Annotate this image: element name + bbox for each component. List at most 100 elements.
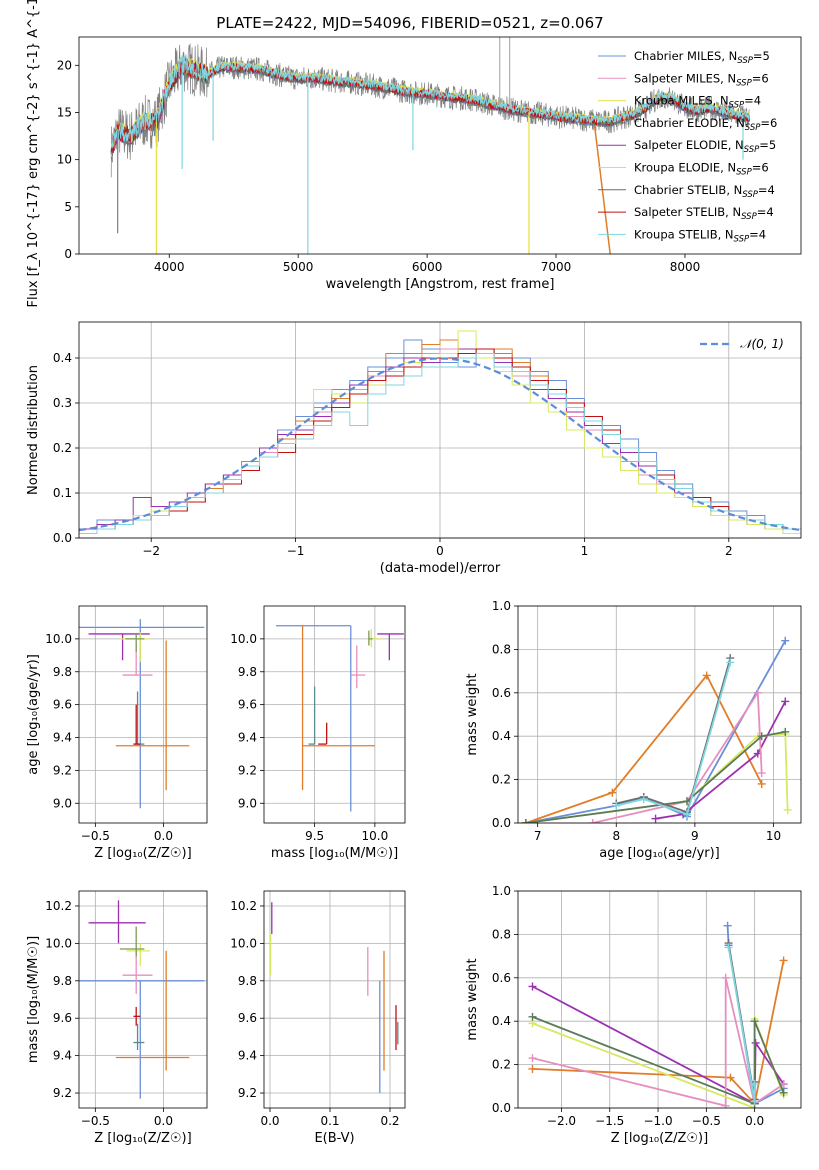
- legend-label: Chabrier ELODIE, NSSP=6: [634, 116, 777, 133]
- y-tick-label: 9.6: [53, 698, 72, 712]
- weight-marker: [588, 819, 597, 823]
- axes-frame: [263, 890, 406, 1109]
- x-axis-label: Z [log₁₀(Z/Z☉)]: [94, 846, 191, 861]
- error-bar: [126, 943, 150, 966]
- y-axis-label: Normed distribution: [26, 365, 41, 495]
- legend-label: Salpeter MILES, NSSP=6: [634, 71, 769, 88]
- legend: Chabrier MILES, NSSP=5 Salpeter MILES, NS…: [598, 49, 777, 244]
- y-tick-label: 0.6: [492, 971, 511, 985]
- weight-marker: [750, 1017, 759, 1026]
- weight-marker: [757, 779, 766, 788]
- y-tick-label: 9.0: [53, 796, 72, 810]
- error-bar: [119, 632, 150, 662]
- y-axis-label: mass weight: [465, 958, 480, 1040]
- error-bar: [122, 642, 153, 676]
- weight-marker: [757, 769, 766, 778]
- x-tick-label: 7000: [541, 260, 572, 274]
- y-tick-label: 9.4: [238, 731, 257, 745]
- weight-line: [592, 689, 763, 823]
- y-tick-label: 10.2: [230, 899, 257, 913]
- x-tick-label: 0: [436, 544, 444, 558]
- normal-curve: [79, 357, 801, 532]
- x-tick-label: 0.0: [260, 1114, 279, 1128]
- grid: [264, 606, 405, 823]
- x-tick-label: −0.5: [81, 1114, 110, 1128]
- grid: [79, 606, 207, 823]
- y-axis-label: Flux [f_λ 10^{-17} erg cm^{-2} s^{-1} A^…: [26, 0, 41, 307]
- telluric-drop: [593, 126, 611, 254]
- x-tick-label: 0.0: [745, 1114, 764, 1128]
- weight-marker: [753, 688, 762, 697]
- error-bar: [115, 950, 190, 1071]
- y-tick-label: 9.6: [53, 1011, 72, 1025]
- model-spectrum: [110, 54, 750, 149]
- error-bar: [133, 1006, 141, 1026]
- legend-label: Salpeter STELIB, NSSP=4: [634, 205, 774, 222]
- y-axis-label: mass weight: [465, 673, 480, 755]
- weight-marker: [779, 1088, 788, 1097]
- y-tick-label: 9.0: [238, 796, 257, 810]
- weight-line: [616, 662, 732, 816]
- error-bar: [133, 704, 141, 745]
- y-tick-label: 9.4: [238, 1049, 257, 1063]
- x-tick-label: −2: [142, 544, 160, 558]
- y-tick-label: 10.0: [230, 936, 257, 950]
- error-bar: [119, 926, 145, 957]
- x-axis-label: Z [log₁₀(Z/Z☉)]: [611, 1131, 708, 1146]
- y-tick-label: 0.8: [492, 927, 511, 941]
- legend-label: Kroupa STELIB, NSSP=4: [634, 227, 766, 244]
- weight-marker: [702, 671, 711, 680]
- y-tick-label: 9.2: [238, 763, 257, 777]
- y-tick-label: 9.8: [53, 974, 72, 988]
- x-tick-label: 0.2: [380, 1114, 399, 1128]
- y-tick-label: 9.4: [53, 1049, 72, 1063]
- x-tick-label: −1.0: [643, 1114, 672, 1128]
- weight-marker: [750, 1097, 759, 1106]
- y-tick-label: 9.8: [238, 974, 257, 988]
- x-tick-label: 5000: [283, 260, 314, 274]
- error-bar: [368, 630, 373, 646]
- weight-marker: [751, 1038, 760, 1047]
- weight-line: [532, 960, 785, 1106]
- chart-panel-1: −2 −1 0 1 2 0.0 0.1 0.2 0.3 0.4 (data-model)/error…: [26, 321, 802, 576]
- chart-title: PLATE=2422, MJD=54096, FIBERID=0521, z=0…: [216, 14, 603, 32]
- chart-panel-2: −0.5 0.0 9.0 9.2 9.4 9.6 9.8 10.0 Z [log₁₀(Z/Z☉)…: [26, 605, 208, 861]
- x-axis-label: Z [log₁₀(Z/Z☉)]: [94, 1131, 191, 1146]
- grid: [79, 891, 207, 1108]
- y-tick-label: 5: [64, 200, 72, 214]
- y-tick-label: 9.8: [53, 665, 72, 679]
- x-tick-label: 0.0: [154, 829, 173, 843]
- weight-marker: [783, 805, 792, 814]
- error-bar: [88, 900, 146, 944]
- axes-frame: [263, 605, 406, 824]
- x-axis-label: age [log₁₀(age/yr)]: [599, 846, 720, 861]
- plot-area: [79, 330, 801, 538]
- y-tick-label: 9.2: [53, 1086, 72, 1100]
- y-tick-label: 9.6: [238, 1011, 257, 1025]
- y-tick-label: 10.2: [45, 899, 72, 913]
- legend-label: Kroupa MILES, NSSP=4: [634, 94, 761, 111]
- weight-marker: [608, 788, 617, 797]
- x-tick-label: −1: [287, 544, 305, 558]
- error-bar: [308, 686, 316, 745]
- error-bar: [318, 722, 328, 745]
- error-bar: [79, 980, 205, 1099]
- y-tick-label: 0.4: [492, 729, 511, 743]
- axes-frame: [78, 321, 802, 539]
- error-bar: [133, 691, 145, 745]
- axes-frame: [78, 605, 208, 824]
- y-tick-label: 0.2: [492, 1058, 511, 1072]
- weight-line: [525, 640, 787, 823]
- error-bar: [301, 625, 375, 791]
- x-tick-label: 1: [581, 544, 589, 558]
- y-tick-label: 10.0: [230, 632, 257, 646]
- y-tick-label: 10: [57, 153, 72, 167]
- weight-line: [525, 731, 786, 823]
- x-axis-label: (data-model)/error: [380, 561, 501, 576]
- weight-marker: [781, 697, 790, 706]
- weight-marker: [781, 727, 790, 736]
- x-axis-label: wavelength [Angstrom, rest frame]: [326, 277, 555, 292]
- x-tick-label: 0.1: [320, 1114, 339, 1128]
- legend-label: Salpeter ELODIE, NSSP=5: [634, 138, 776, 155]
- y-tick-label: 9.2: [238, 1086, 257, 1100]
